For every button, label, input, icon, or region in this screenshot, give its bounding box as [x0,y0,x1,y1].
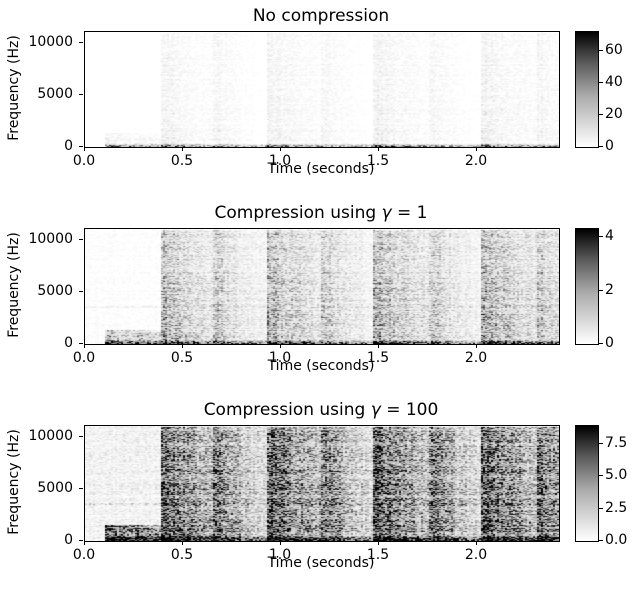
x-tick-label: 0.0 [72,153,96,169]
subplot-compression-gamma-1: Compression using γ = 1 Frequency (Hz) T… [0,197,640,394]
y-tick [79,42,83,43]
plot-title: No compression [84,6,558,26]
x-axis-label: Time (seconds) [267,555,375,571]
colorbar-tick [599,146,603,147]
x-tick [280,344,281,348]
colorbar-tick [599,540,603,541]
x-tick [84,541,85,545]
y-tick-label: 5000 [37,86,73,102]
colorbar-tick-label: 7.5 [605,435,628,451]
plot-title: Compression using γ = 100 [84,400,558,420]
y-tick [79,488,83,489]
x-tick [280,541,281,545]
x-tick-label: 2.0 [464,153,488,169]
y-tick-label: 0 [64,138,73,154]
y-tick [79,146,83,147]
spectrogram-axes [84,31,560,148]
subplot-compression-gamma-100: Compression using γ = 100 Frequency (Hz)… [0,394,640,590]
y-tick-label: 0 [64,335,73,351]
y-tick-label: 10000 [28,231,73,247]
plot-title: Compression using γ = 1 [84,203,558,223]
plot-title-text: No compression [252,6,390,26]
x-tick-label: 0.5 [170,547,194,563]
y-tick [79,239,83,240]
x-tick-label: 2.0 [464,350,488,366]
colorbar-tick-label: 40 [605,74,623,90]
colorbar [575,228,599,345]
colorbar-gradient [576,426,598,541]
colorbar-tick [599,475,603,476]
plot-title-suffix: = 1 [391,203,428,223]
colorbar-gradient [576,32,598,147]
x-tick [378,344,379,348]
colorbar-tick-label: 0 [605,138,614,154]
x-tick [182,147,183,151]
x-tick [476,541,477,545]
colorbar-gradient [576,229,598,344]
x-tick-label: 0.5 [170,153,194,169]
x-tick [378,147,379,151]
y-tick-label: 10000 [28,428,73,444]
colorbar-tick [599,290,603,291]
plot-title-suffix: = 100 [380,400,439,420]
colorbar-tick [599,82,603,83]
spectrogram-axes [84,228,560,345]
colorbar-tick-label: 20 [605,106,623,122]
colorbar [575,425,599,542]
x-axis-label: Time (seconds) [267,358,375,374]
y-tick [79,540,83,541]
colorbar [575,31,599,148]
x-tick-label: 0.0 [72,547,96,563]
x-axis-label: Time (seconds) [267,161,375,177]
colorbar-tick [599,508,603,509]
y-tick [79,291,83,292]
colorbar-tick-label: 60 [605,42,623,58]
x-tick-label: 1.5 [366,547,390,563]
x-tick-label: 1.0 [268,153,292,169]
colorbar-tick-label: 2 [605,282,614,298]
x-tick-label: 0.0 [72,350,96,366]
gamma-symbol: γ [381,203,392,223]
y-tick [79,94,83,95]
colorbar-tick-label: 4 [605,228,614,244]
x-tick [476,344,477,348]
colorbar-tick-label: 5.0 [605,467,628,483]
colorbar-tick-label: 2.5 [605,500,628,516]
plot-title-text: Compression using [203,400,371,420]
colorbar-tick [599,50,603,51]
x-tick-label: 2.0 [464,547,488,563]
x-tick [280,147,281,151]
x-tick-label: 1.0 [268,350,292,366]
x-tick-label: 1.5 [366,350,390,366]
plot-title-text: Compression using [214,203,382,223]
spectrogram-image [85,32,559,147]
colorbar-tick [599,114,603,115]
x-tick-label: 1.5 [366,153,390,169]
x-tick [182,344,183,348]
colorbar-tick [599,443,603,444]
x-tick [84,147,85,151]
y-tick-label: 0 [64,532,73,548]
colorbar-tick [599,236,603,237]
y-tick-label: 10000 [28,34,73,50]
x-tick [182,541,183,545]
x-tick-label: 0.5 [170,350,194,366]
gamma-symbol: γ [370,400,381,420]
colorbar-tick [599,343,603,344]
x-tick [476,147,477,151]
colorbar-tick-label: 0.0 [605,532,628,548]
y-tick-label: 5000 [37,283,73,299]
colorbar-tick-label: 0 [605,335,614,351]
x-tick-label: 1.0 [268,547,292,563]
spectrogram-image [85,229,559,344]
subplot-no-compression: No compression Frequency (Hz) Time (seco… [0,0,640,197]
y-tick [79,436,83,437]
x-tick [84,344,85,348]
y-tick-label: 5000 [37,480,73,496]
spectrogram-axes [84,425,560,542]
y-tick [79,343,83,344]
spectrogram-image [85,426,559,541]
x-tick [378,541,379,545]
